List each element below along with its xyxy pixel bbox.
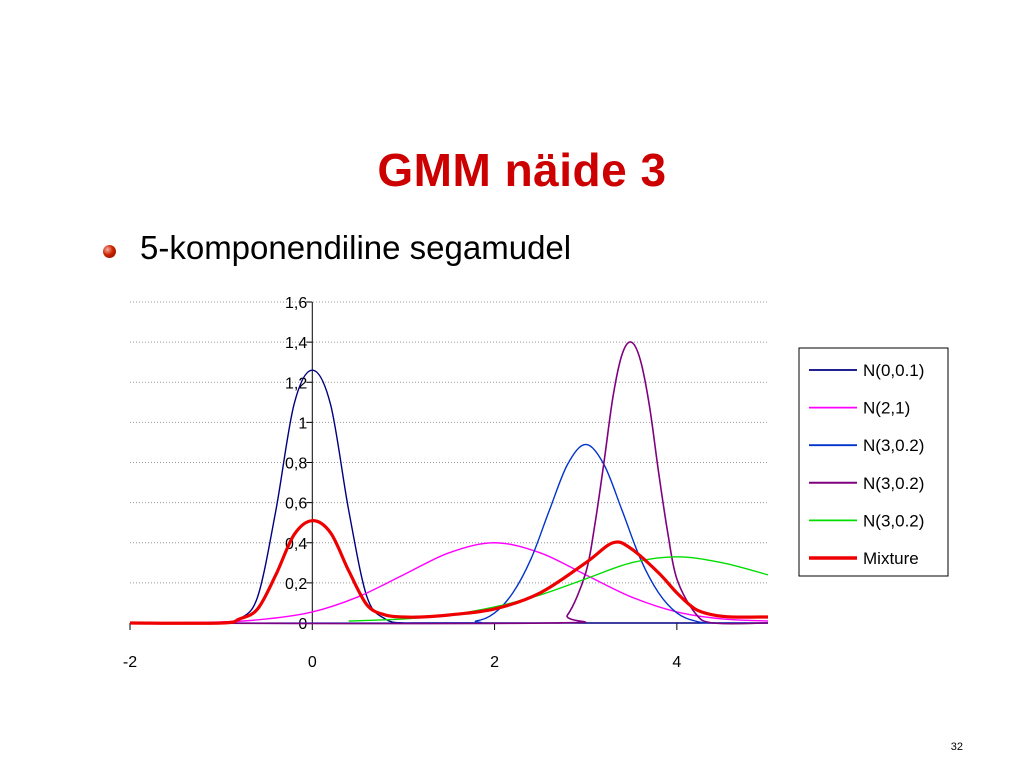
series-line-1 (129, 542, 769, 624)
x-tick-label-0: -2 (123, 654, 137, 671)
slide-title: GMM näide 3 (377, 144, 667, 196)
legend-label-5: Mixture (863, 549, 919, 568)
x-tick-label-2: 2 (490, 654, 499, 671)
legend-label-4: N(3,0.2) (863, 511, 924, 530)
legend-label-2: N(3,0.2) (863, 436, 924, 455)
x-tick-label-3: 4 (672, 654, 681, 671)
y-tick-label-3: 0,6 (285, 496, 307, 513)
y-tick-label-8: 1,6 (285, 295, 307, 312)
legend-label-3: N(3,0.2) (863, 474, 924, 493)
page-number: 32 (950, 741, 963, 753)
y-tick-label-0: 0 (298, 616, 307, 633)
bullet-icon (103, 244, 116, 258)
bullet-text: 5-komponendiline segamudel (140, 229, 572, 266)
series-line-0 (129, 369, 768, 624)
y-tick-label-7: 1,4 (285, 335, 307, 352)
y-tick-label-5: 1 (298, 415, 307, 432)
x-tick-label-1: 0 (308, 654, 317, 671)
legend-label-1: N(2,1) (863, 399, 910, 418)
series-line-3 (129, 341, 769, 625)
y-tick-label-4: 0,8 (285, 456, 307, 473)
bullet-item: 5-komponendiline segamudel (103, 226, 571, 270)
y-tick-label-6: 1,2 (285, 375, 307, 392)
y-tick-label-1: 0,2 (285, 576, 307, 593)
legend-box (798, 347, 949, 577)
series-line-2 (129, 443, 769, 624)
legend-label-0: N(0,0.1) (863, 361, 924, 380)
series-line-5 (129, 519, 769, 625)
